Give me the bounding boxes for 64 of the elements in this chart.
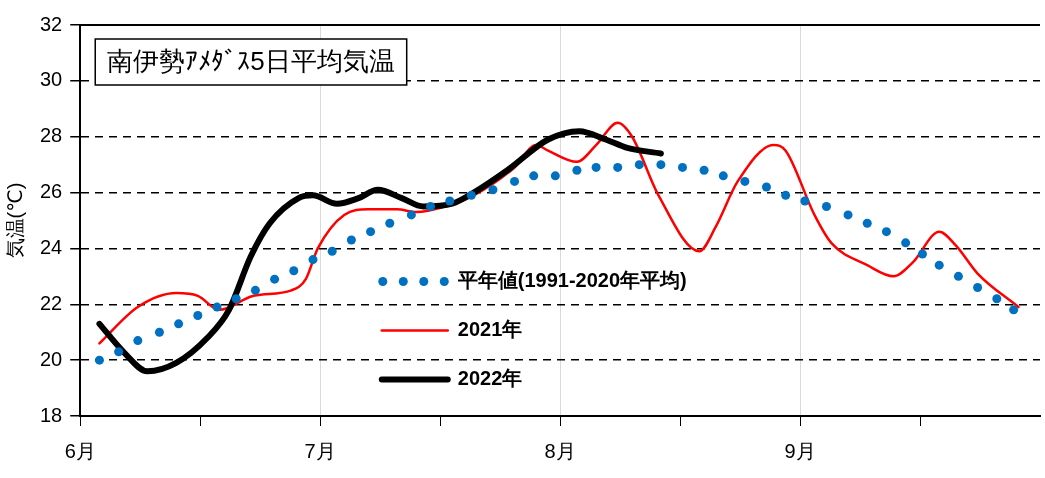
point xyxy=(862,218,872,228)
point xyxy=(953,271,963,281)
x-tick-label: 6月 xyxy=(64,439,96,462)
point xyxy=(881,227,891,237)
point xyxy=(550,171,560,181)
y-tick-label: 30 xyxy=(40,68,63,91)
point xyxy=(445,196,455,206)
point xyxy=(231,294,241,304)
point xyxy=(488,185,498,195)
point xyxy=(901,238,911,248)
point xyxy=(677,162,687,172)
x-tick-label: 8月 xyxy=(544,439,576,462)
x-tick-label: 7月 xyxy=(304,439,336,462)
point xyxy=(634,160,644,170)
x-tick-label: 9月 xyxy=(784,439,816,462)
point xyxy=(466,190,476,200)
point xyxy=(973,283,983,293)
point xyxy=(699,165,709,175)
point xyxy=(308,255,318,265)
point xyxy=(174,319,184,329)
legend-label: 2021年 xyxy=(457,318,523,341)
point xyxy=(510,176,520,186)
point xyxy=(406,210,416,220)
point xyxy=(781,190,791,200)
point xyxy=(133,336,143,346)
point xyxy=(591,162,601,172)
point xyxy=(761,182,771,192)
y-tick-label: 20 xyxy=(40,347,63,370)
point xyxy=(385,218,395,228)
y-tick-label: 24 xyxy=(40,235,63,258)
y-tick-label: 18 xyxy=(40,403,63,426)
point xyxy=(193,310,203,320)
point xyxy=(327,246,337,256)
point xyxy=(572,165,582,175)
point xyxy=(154,327,164,337)
y-axis-title: 気温(℃) xyxy=(3,182,26,259)
point xyxy=(613,162,623,172)
point xyxy=(656,160,666,170)
point xyxy=(718,171,728,181)
point xyxy=(289,266,299,276)
point xyxy=(114,347,124,357)
point xyxy=(529,171,539,181)
point xyxy=(346,235,356,245)
text: 南伊勢ｱﾒﾀﾞｽ5日平均気温 xyxy=(107,46,395,77)
point xyxy=(740,176,750,186)
point xyxy=(94,355,104,365)
point xyxy=(843,210,853,220)
point xyxy=(250,285,260,295)
point xyxy=(270,274,280,284)
point xyxy=(934,260,944,270)
legend-label: 平年値(1991-2020年平均) xyxy=(456,269,687,292)
point xyxy=(917,249,927,259)
y-tick-label: 22 xyxy=(40,291,63,314)
point xyxy=(366,227,376,237)
point xyxy=(1009,305,1019,315)
point xyxy=(800,196,810,206)
point xyxy=(212,302,222,312)
y-tick-label: 32 xyxy=(40,12,63,35)
y-tick-label: 28 xyxy=(40,124,63,147)
point xyxy=(426,202,436,212)
y-tick-label: 26 xyxy=(40,180,63,203)
point xyxy=(821,202,831,212)
point xyxy=(992,294,1002,304)
legend-label: 2022年 xyxy=(457,367,523,390)
